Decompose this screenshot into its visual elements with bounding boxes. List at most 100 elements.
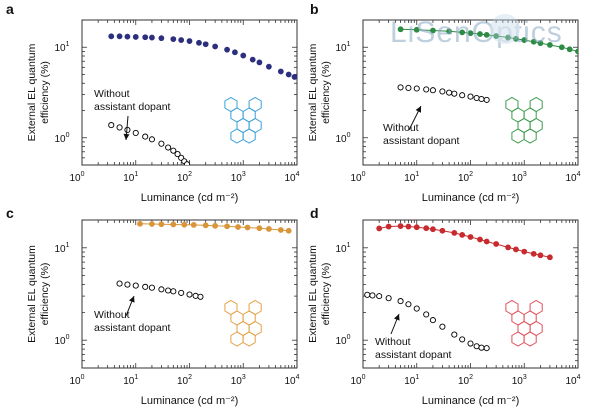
data-point	[413, 224, 420, 231]
data-point	[493, 33, 500, 39]
data-point	[376, 293, 383, 300]
series-with-dopant	[137, 220, 292, 234]
data-point	[364, 291, 371, 298]
data-point	[397, 298, 404, 305]
data-point	[483, 96, 490, 103]
data-point	[249, 56, 256, 63]
tick-exponent: 1	[415, 171, 419, 178]
tick-exponent: 2	[188, 171, 192, 178]
data-point	[439, 88, 446, 95]
data-point	[142, 283, 149, 290]
x-axis-label: Luminance (cd m⁻²)	[141, 192, 239, 204]
ring	[529, 96, 543, 113]
data-point	[137, 220, 143, 227]
data-point	[546, 42, 553, 48]
tick-exponent: 1	[134, 374, 138, 381]
series-with-dopant	[108, 33, 297, 80]
data-point	[467, 30, 474, 37]
tick-base: 10	[123, 376, 135, 387]
data-point	[202, 41, 209, 48]
data-point	[483, 345, 490, 352]
data-point	[505, 244, 511, 251]
data-point	[413, 26, 420, 33]
ring	[529, 299, 543, 316]
data-point	[473, 94, 480, 102]
data-point	[192, 292, 199, 299]
tick-base: 10	[54, 336, 66, 347]
x-tick-label: 104	[565, 374, 580, 387]
y-axis-label: efficiency (%)	[320, 263, 332, 326]
tick-exponent: 3	[523, 374, 527, 381]
tick-exponent: 2	[469, 171, 473, 178]
tick-exponent: 0	[66, 132, 70, 139]
tick-base: 10	[231, 376, 243, 387]
x-tick-label: 103	[512, 171, 527, 184]
data-point	[385, 295, 392, 302]
data-point	[446, 28, 453, 35]
data-point	[256, 225, 263, 232]
data-point	[397, 26, 404, 33]
tick-base: 10	[123, 173, 135, 184]
molecule-structure	[224, 96, 262, 144]
data-point	[537, 252, 544, 259]
tick-exponent: 1	[134, 171, 138, 178]
data-point	[478, 95, 485, 103]
data-point	[505, 34, 511, 41]
data-point	[178, 37, 185, 43]
x-tick-label: 100	[69, 171, 84, 184]
panel-letter: b	[310, 1, 319, 17]
data-point	[566, 46, 573, 53]
arrow-head	[415, 106, 421, 113]
tick-base: 10	[458, 376, 470, 387]
data-point	[277, 68, 284, 75]
data-point	[478, 344, 485, 351]
x-tick-label: 104	[284, 374, 299, 387]
data-point	[530, 250, 537, 257]
tick-base: 10	[404, 376, 416, 387]
ring	[505, 299, 519, 316]
x-tick-label: 101	[404, 374, 419, 387]
data-point	[108, 122, 115, 129]
data-point	[158, 35, 165, 42]
tick-base: 10	[350, 173, 362, 184]
series-with-dopant	[376, 223, 553, 261]
x-axis-label: Luminance (cd m⁻²)	[422, 192, 520, 204]
x-axis-label: Luminance (cd m⁻²)	[422, 395, 520, 407]
x-tick-label: 103	[512, 374, 527, 387]
ring	[511, 331, 525, 347]
data-point	[265, 226, 272, 232]
tick-exponent: 1	[415, 374, 419, 381]
data-point	[170, 288, 177, 295]
tick-base: 10	[335, 43, 347, 54]
y-tick-label: 100	[54, 132, 69, 145]
data-point	[451, 90, 458, 97]
watermark-logo: LiSenOptics	[390, 14, 562, 49]
tick-exponent: 1	[66, 242, 70, 249]
tick-base: 10	[54, 244, 66, 255]
data-point	[149, 34, 155, 41]
annotation-text: assistant dopant	[375, 349, 452, 361]
data-point	[575, 48, 578, 55]
tick-exponent: 0	[347, 334, 351, 341]
ring	[242, 331, 256, 347]
y-tick-label: 101	[335, 242, 350, 255]
data-point	[493, 241, 500, 247]
annotation-text: Without	[383, 122, 419, 134]
x-tick-label: 103	[231, 374, 246, 387]
x-tick-label: 103	[231, 171, 246, 184]
x-tick-label: 100	[350, 374, 365, 387]
tick-base: 10	[177, 173, 189, 184]
data-point	[158, 140, 165, 147]
data-point	[256, 59, 263, 66]
data-point	[430, 27, 436, 34]
data-point	[413, 85, 420, 92]
data-point	[459, 336, 466, 343]
tick-exponent: 0	[362, 171, 366, 178]
data-point	[170, 36, 177, 43]
data-point	[521, 37, 528, 43]
y-axis-label: efficiency (%)	[39, 263, 51, 326]
y-tick-label: 101	[54, 41, 69, 54]
